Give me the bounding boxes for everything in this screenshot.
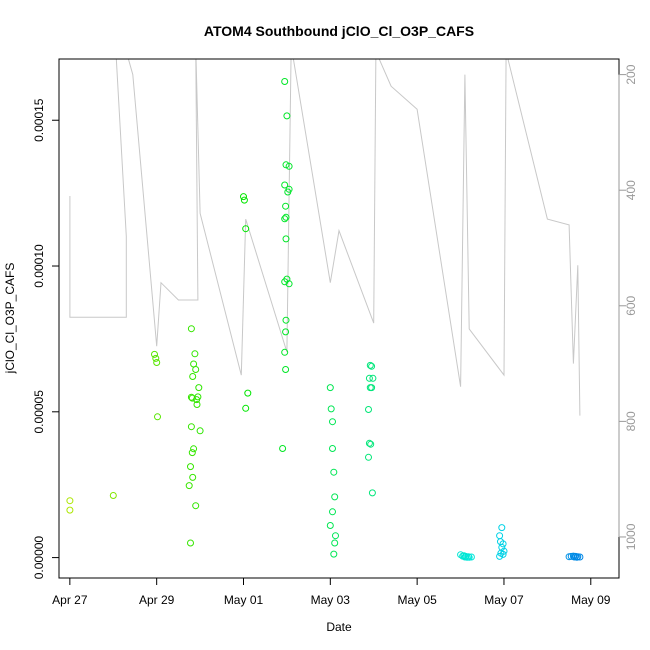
data-point [464, 553, 472, 561]
data-point [331, 539, 339, 547]
x-tick-label: May 03 [311, 593, 351, 607]
data-point [365, 439, 373, 447]
data-point [282, 366, 290, 373]
data-point [498, 524, 506, 532]
data-point [189, 373, 197, 380]
data-point [282, 202, 290, 210]
data-point [285, 162, 293, 170]
data-point [188, 449, 196, 457]
x-tick-label: Apr 27 [52, 593, 88, 607]
data-point [240, 196, 248, 204]
data-point [190, 445, 198, 453]
data-point [282, 316, 290, 324]
data-point [191, 350, 199, 358]
x-axis: Apr 27 Apr 29 May 01 May 03 May 05 May 07 May … [52, 577, 611, 607]
data-point [499, 540, 507, 548]
y-tick-label: 0.00000 [32, 536, 46, 580]
y2-axis: 200 400 600 800 1000 [618, 64, 638, 550]
data-point [244, 389, 252, 397]
x-tick-label: Apr 29 [139, 593, 175, 607]
data-point [194, 393, 202, 401]
data-point [285, 280, 293, 288]
plot-area [66, 59, 584, 561]
x-tick-label: May 09 [571, 593, 611, 607]
data-point [369, 374, 377, 382]
data-point [367, 440, 375, 448]
data-point [330, 550, 338, 558]
data-point [365, 406, 372, 413]
data-point [282, 213, 290, 221]
y2-tick-label: 200 [624, 64, 638, 84]
data-point [187, 539, 194, 547]
y-axis-label: jClO_Cl_O3P_CAFS [3, 263, 17, 375]
data-point [332, 532, 339, 540]
data-point [187, 325, 195, 333]
data-point [329, 508, 336, 516]
data-point [279, 445, 287, 452]
secondary-line-layer [69, 59, 581, 416]
data-point [281, 348, 289, 356]
points-layer [66, 78, 584, 561]
data-point [152, 354, 160, 362]
data-point [327, 405, 335, 413]
data-point [365, 374, 373, 382]
data-point [576, 553, 584, 561]
data-point [329, 445, 336, 452]
y2-tick-label: 800 [624, 411, 638, 431]
data-point [66, 506, 74, 514]
data-point [281, 215, 289, 223]
data-point [496, 552, 504, 560]
data-point [366, 384, 374, 392]
x-axis-label: Date [326, 620, 352, 634]
x-tick-label: May 05 [397, 593, 437, 607]
data-point [281, 78, 289, 85]
data-point [329, 418, 336, 426]
data-point [109, 492, 117, 499]
chart-title: ATOM4 Southbound jClO_Cl_O3P_CAFS [204, 23, 474, 39]
data-point [196, 427, 204, 435]
data-point [242, 404, 250, 412]
data-point [154, 413, 161, 421]
x-tick-label: May 07 [484, 593, 524, 607]
data-point [187, 463, 194, 471]
data-point [189, 473, 197, 481]
secondary-line [69, 59, 581, 416]
data-point [66, 497, 74, 505]
data-point [151, 350, 158, 358]
y2-tick-label: 1000 [624, 523, 638, 550]
y-tick-label: 0.00010 [32, 244, 46, 288]
y2-tick-label: 600 [624, 295, 638, 315]
data-point [192, 366, 200, 373]
data-point [185, 482, 193, 490]
data-point [326, 384, 334, 392]
y2-tick-label: 400 [624, 180, 638, 200]
data-point [366, 361, 374, 369]
data-point [193, 401, 201, 408]
x-tick-label: May 01 [224, 593, 264, 607]
y-axis: 0.00000 0.00005 0.00010 0.00015 [32, 98, 60, 580]
data-point [242, 225, 250, 233]
y-tick-label: 0.00015 [32, 98, 46, 142]
data-point [282, 328, 290, 336]
data-point [192, 502, 200, 510]
data-point [285, 185, 293, 193]
data-point [282, 235, 290, 243]
data-point [330, 468, 338, 476]
data-point [365, 453, 372, 461]
data-point [368, 362, 376, 370]
data-point [331, 493, 339, 501]
data-point [368, 489, 376, 497]
data-point [326, 522, 334, 529]
data-point [460, 552, 468, 560]
data-point [153, 359, 161, 366]
data-point [281, 181, 289, 189]
data-point [497, 549, 505, 557]
y-tick-label: 0.00005 [32, 390, 46, 434]
data-point [240, 193, 247, 201]
data-point [195, 384, 203, 392]
data-point [187, 423, 195, 431]
data-point [283, 112, 291, 120]
